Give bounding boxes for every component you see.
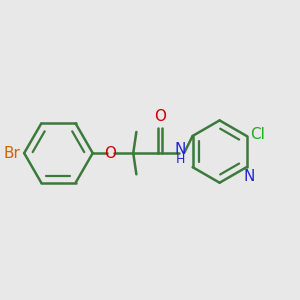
Text: O: O xyxy=(104,146,116,160)
Text: Cl: Cl xyxy=(250,127,265,142)
Text: N: N xyxy=(175,142,186,157)
Text: H: H xyxy=(176,154,185,166)
Text: N: N xyxy=(243,169,255,184)
Text: O: O xyxy=(154,109,166,124)
Text: Br: Br xyxy=(4,146,20,160)
